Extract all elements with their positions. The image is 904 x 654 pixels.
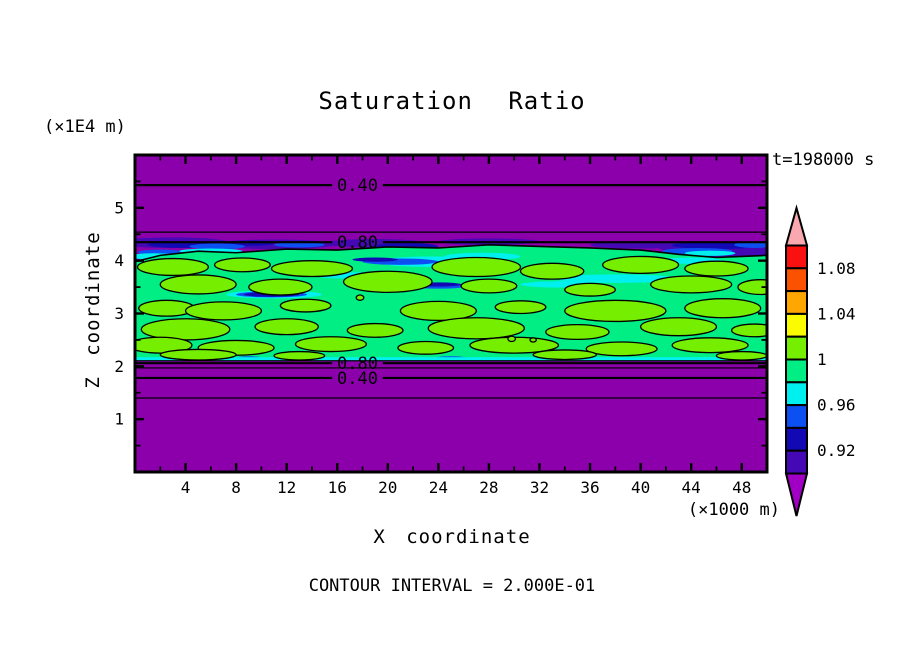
x-tick-label: 44 [682, 478, 701, 497]
contour-blob [715, 350, 767, 361]
z-tick-label: 4 [114, 251, 124, 270]
contour-blob [248, 278, 313, 296]
contour-blob [138, 299, 196, 317]
contour-blob [159, 274, 237, 295]
contour-blob [159, 348, 237, 361]
contour-blob [213, 257, 271, 273]
colorbar-segment [785, 381, 808, 407]
x-axis-units-label: (×1000 m) [687, 500, 780, 520]
contour-blob [545, 323, 610, 341]
contour-blob [294, 336, 367, 353]
x-tick-label: 40 [631, 478, 650, 497]
contour-blob [602, 255, 680, 274]
contour-blob [427, 317, 525, 340]
contour-blob [399, 300, 477, 322]
contour-blob [355, 294, 365, 301]
colorbar-segment [785, 449, 808, 475]
contour-blob [397, 340, 455, 355]
colorbar-segment [785, 267, 808, 293]
contour-line-label: 0.40 [337, 369, 378, 389]
z-tick-label: 1 [114, 410, 124, 429]
x-tick-label: 36 [580, 478, 599, 497]
contour-blob [507, 335, 517, 343]
x-tick-label: 24 [429, 478, 448, 497]
colorbar-segment [785, 290, 808, 315]
contour-blob [564, 299, 667, 323]
colorbar-segment [785, 244, 808, 270]
contour-blob [135, 336, 193, 354]
colorbar-segment [785, 312, 808, 338]
contour-line-label: 0.80 [337, 233, 378, 253]
contour-field: 0.400.800.800.40 [135, 155, 767, 472]
colorbar-label: 1.08 [817, 259, 856, 278]
colorbar-segment [785, 335, 808, 361]
contour-blob [684, 260, 749, 277]
colorbar-segment [785, 426, 808, 452]
streak-blue [189, 243, 245, 250]
z-tick-label: 3 [114, 304, 124, 323]
contour-blob [279, 298, 332, 313]
colorbar-label: 0.92 [817, 441, 856, 460]
contour-blob [273, 350, 326, 361]
streak-cyan [684, 250, 736, 256]
x-tick-label: 8 [231, 478, 241, 497]
colorbar-label: 1 [817, 350, 827, 369]
x-tick-label: 32 [530, 478, 549, 497]
band-interior [135, 252, 767, 361]
z-tick-label: 2 [114, 357, 124, 376]
contour-blob [519, 262, 585, 280]
contour-blob [684, 298, 762, 319]
colorbar-segment [785, 358, 808, 384]
contour-blob [564, 282, 616, 297]
band-bottom-edge-line [135, 357, 767, 361]
contour-blob [270, 260, 354, 278]
contour-blob [730, 323, 767, 338]
time-annotation: t=198000 s [772, 150, 875, 170]
contour-blob [346, 322, 404, 338]
z-tick-label: 5 [114, 198, 124, 217]
contour-line-label: 0.80 [337, 354, 378, 374]
contour-blob [254, 318, 319, 336]
y-axis-units-label: (×1E4 m) [44, 117, 126, 137]
x-tick-label: 16 [328, 478, 347, 497]
contour-blob [671, 337, 749, 354]
contour-blob [136, 257, 209, 277]
x-tick-label: 20 [378, 478, 397, 497]
colorbar-segment [785, 404, 808, 429]
contour-line-label: 0.40 [337, 176, 378, 196]
contour-blob [639, 317, 718, 337]
band-streak-cyan [552, 274, 679, 283]
contour-blob [494, 300, 547, 315]
contour-blob [737, 279, 767, 296]
x-axis-title: X coordinate [373, 526, 531, 548]
band-streak-navy [352, 257, 398, 262]
x-tick-label: 48 [732, 478, 751, 497]
contour-blob [529, 337, 537, 343]
streak-blue [274, 242, 325, 248]
chart-title: Saturation Ratio [318, 87, 586, 115]
contour-blob [585, 341, 658, 357]
contour-blob [650, 275, 733, 294]
colorbar-label: 1.04 [817, 304, 856, 323]
contour-blob [431, 256, 522, 278]
colorbar-label: 0.96 [817, 396, 856, 415]
contour-blob [460, 278, 518, 294]
contour-blob [342, 270, 433, 294]
contour-blob [532, 349, 598, 361]
contour-blob [184, 301, 263, 321]
contour-interval-label: CONTOUR INTERVAL = 2.000E-01 [308, 576, 596, 596]
x-tick-label: 12 [277, 478, 296, 497]
x-tick-label: 28 [479, 478, 498, 497]
x-tick-label: 4 [181, 478, 191, 497]
colorbar-arrow-top [784, 204, 809, 247]
colorbar-arrow-bottom [784, 472, 809, 517]
